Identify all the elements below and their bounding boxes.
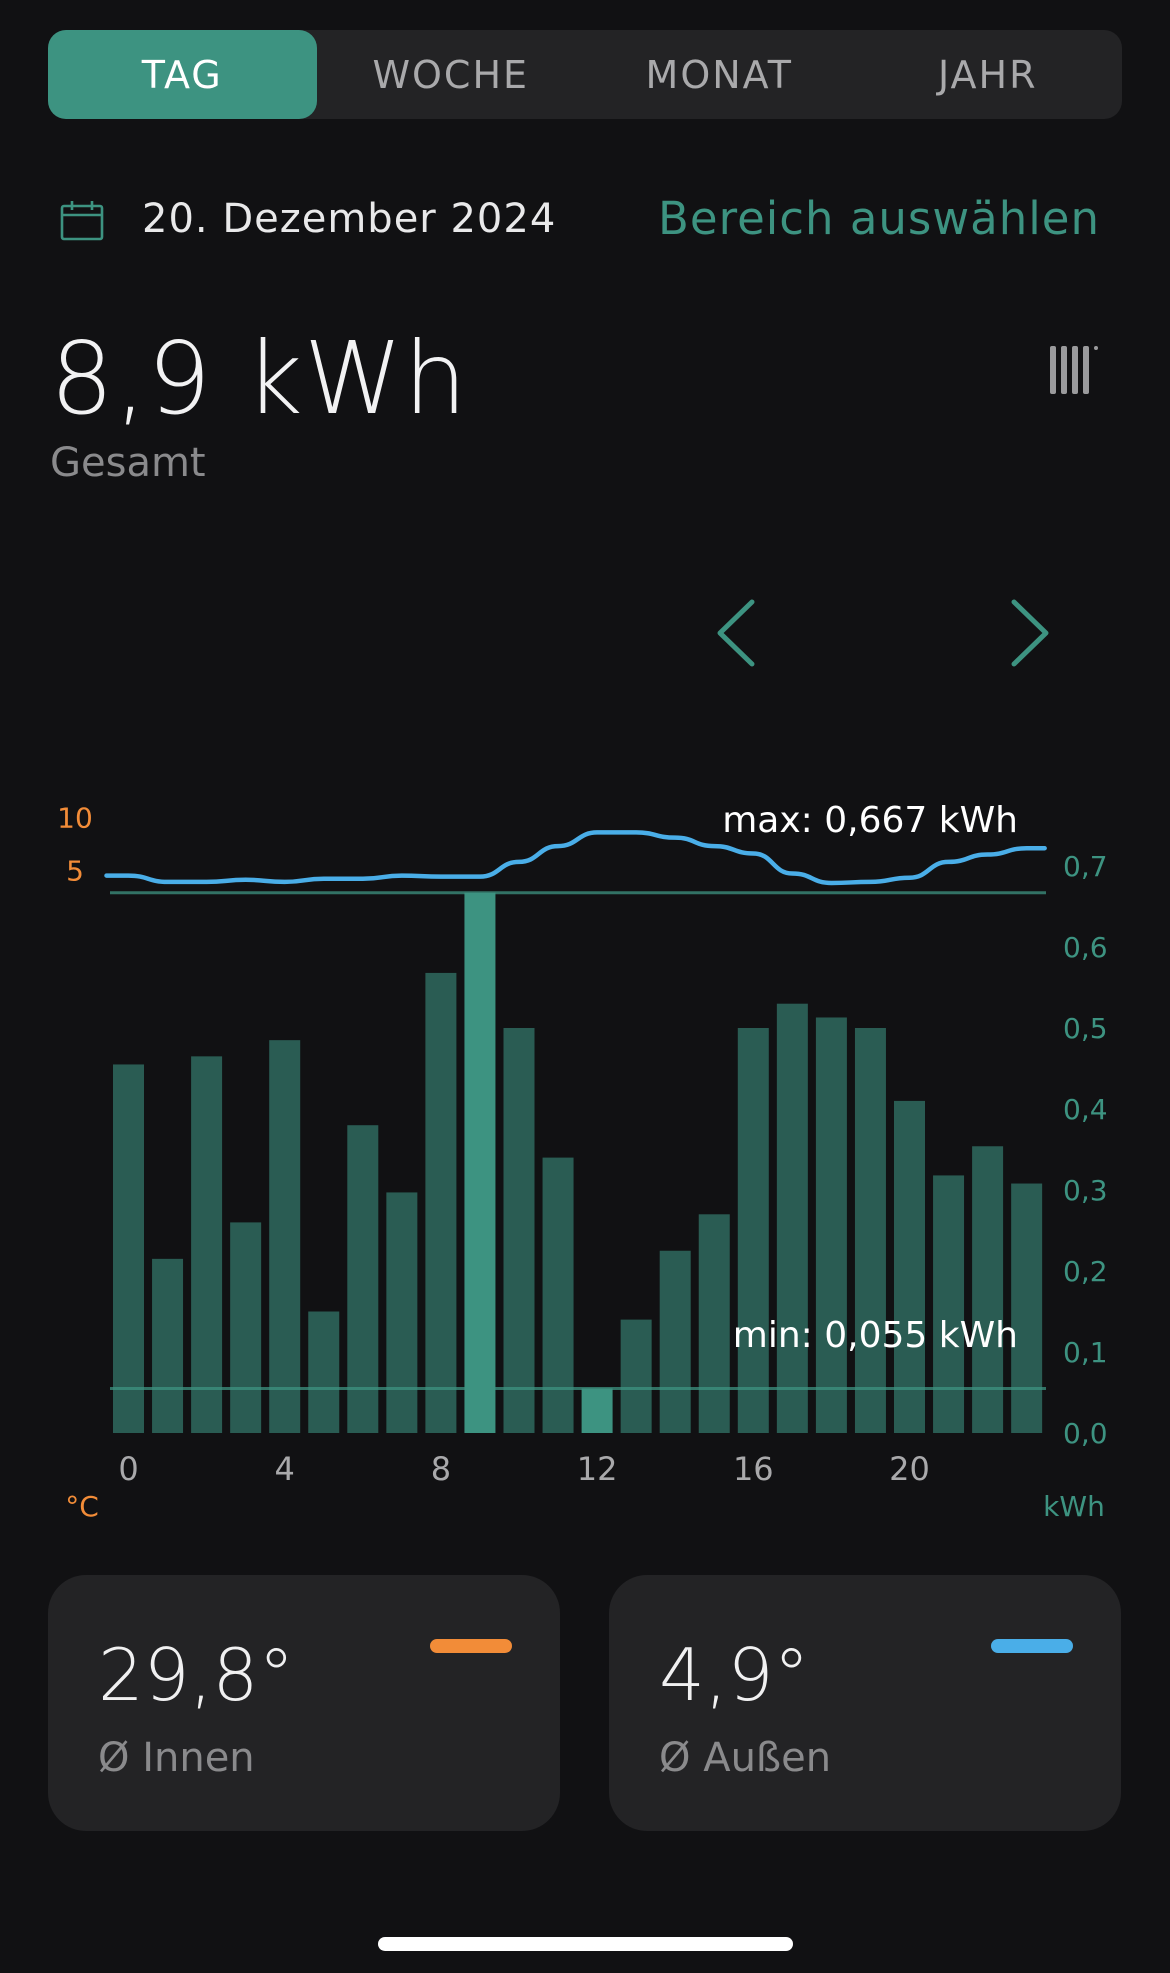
outside-temperature-label: Ø Außen [659,1735,832,1781]
energy-bar [191,1056,223,1433]
outside-temperature-card: 4,9° Ø Außen [609,1575,1121,1831]
x-tick-label: 20 [889,1450,930,1488]
energy-bar [620,1319,652,1433]
y-left-tick-label: 15 [57,780,93,782]
y-right-tick-label: 0,0 [1063,1417,1108,1450]
energy-bar [386,1192,418,1433]
inside-temperature-card: 29,8° Ø Innen [48,1575,560,1831]
energy-bar [464,892,496,1433]
bar-chart-toggle-icon[interactable] [1046,344,1106,396]
y-right-tick-label: 0,3 [1063,1174,1108,1207]
energy-bar [347,1125,379,1433]
energy-bar [308,1311,340,1433]
x-tick-label: 8 [431,1450,451,1488]
energy-bar [425,972,457,1433]
x-tick-label: 12 [577,1450,618,1488]
energy-bar [933,1175,965,1433]
chevron-left-icon[interactable] [712,596,762,670]
outside-line-swatch [991,1639,1073,1653]
max-annotation-label: max: 0,667 kWh [722,800,1018,841]
inside-temperature-value: 29,8° [98,1633,295,1717]
period-tabs: TAG WOCHE MONAT JAHR [48,30,1122,119]
date-row: 20. Dezember 2024 Bereich auswählen [60,190,1100,254]
y-right-unit-label: kWh [1043,1490,1105,1523]
y-right-tick-label: 0,7 [1063,850,1108,883]
energy-bar [854,1028,886,1433]
energy-bar [581,1388,613,1433]
y-left-unit-label: °C [65,1490,99,1523]
x-tick-label: 16 [733,1450,774,1488]
inside-temperature-label: Ø Innen [98,1735,255,1781]
outside-temperature-line [104,830,1047,886]
inside-line-swatch [430,1639,512,1653]
min-annotation-label: min: 0,055 kWh [733,1315,1018,1356]
chevron-right-icon[interactable] [1004,596,1054,670]
energy-bar [1011,1183,1043,1433]
tab-week[interactable]: WOCHE [372,52,530,97]
total-consumption-value: 8,9 kWh [50,320,468,437]
y-right-tick-label: 0,6 [1063,931,1108,964]
outside-temperature-value: 4,9° [659,1633,810,1717]
y-left-tick-label: 10 [57,802,93,835]
energy-bar [152,1258,184,1433]
total-consumption-label: Gesamt [50,440,206,486]
y-right-tick-label: 0,1 [1063,1336,1108,1369]
energy-bar [659,1250,691,1433]
energy-bar [776,1003,808,1433]
x-tick-label: 0 [118,1450,138,1488]
select-range-link[interactable]: Bereich auswählen [658,192,1100,245]
tab-month[interactable]: MONAT [645,52,793,97]
x-tick-label: 4 [275,1450,295,1488]
energy-bar [698,1214,730,1433]
energy-bar [269,1040,301,1433]
energy-bar [894,1100,925,1433]
energy-bar [815,1017,847,1433]
tab-day[interactable]: TAG [48,30,317,119]
energy-bar [542,1157,574,1433]
tab-year[interactable]: JAHR [937,52,1038,97]
calendar-icon[interactable] [60,198,104,242]
y-right-tick-label: 0,4 [1063,1093,1108,1126]
y-right-tick-label: 0,5 [1063,1012,1108,1045]
energy-bar [503,1028,535,1433]
energy-bar [737,1028,769,1433]
energy-bar [972,1146,1004,1433]
energy-bar [230,1222,262,1433]
y-left-tick-label: 5 [66,854,84,887]
home-indicator [378,1937,793,1951]
y-right-tick-label: 0,2 [1063,1255,1108,1288]
energy-bar [113,1064,144,1433]
selected-date[interactable]: 20. Dezember 2024 [142,196,557,242]
